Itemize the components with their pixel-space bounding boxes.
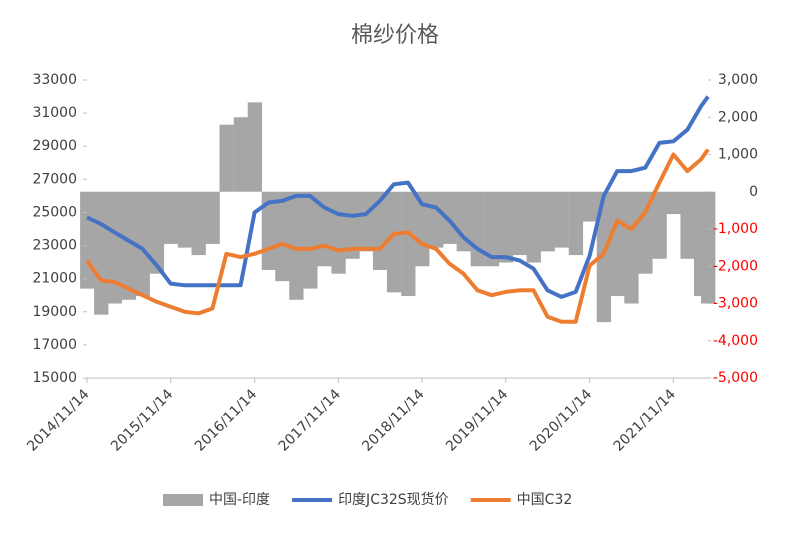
area-bar (701, 191, 716, 304)
area-bar (219, 124, 234, 192)
legend-label: 中国-印度 (209, 492, 270, 508)
area-bar (526, 191, 541, 263)
line-series (86, 95, 710, 299)
area-bar (540, 191, 555, 252)
area-bar (442, 191, 457, 244)
y2-tick-label: -3,000 (713, 296, 758, 312)
area-bar (568, 191, 584, 256)
y-tick-label: 29000 (32, 138, 77, 154)
y-tick-label: 31000 (32, 105, 77, 121)
area-bar (554, 191, 569, 248)
area-bar (233, 117, 249, 192)
y2-tick-label: -2,000 (713, 258, 758, 274)
y-tick-label: 17000 (32, 337, 77, 353)
area-bar (429, 191, 444, 248)
area-bar (596, 191, 612, 323)
y2-tick-label: 3,000 (718, 72, 758, 88)
area-bar (275, 191, 290, 282)
area-bar (80, 191, 95, 289)
legend-label: 印度JC32S现货价 (338, 491, 449, 508)
area-bar (121, 191, 136, 300)
y2-tick-label: 2,000 (718, 109, 758, 125)
y-tick-label: 27000 (32, 171, 77, 187)
area-bar (470, 191, 485, 267)
area-bar (331, 191, 346, 274)
line-series (85, 148, 710, 324)
y-tick-label: 21000 (32, 271, 77, 287)
area-bar (135, 191, 150, 297)
area-bar (149, 191, 165, 274)
area-bar (191, 191, 206, 256)
area-bar (652, 191, 667, 259)
area-bar (386, 191, 402, 293)
y-tick-label: 15000 (32, 370, 77, 386)
area-bar (94, 191, 109, 315)
area-bar (107, 191, 122, 304)
y2-tick-label: -5,000 (713, 370, 758, 386)
area-bar (484, 191, 500, 267)
y-tick-label: 25000 (32, 204, 77, 220)
y2-tick-label: -4,000 (713, 333, 758, 349)
area-bar (415, 191, 430, 267)
y-tick-label: 33000 (32, 72, 77, 88)
y2-tick-label: 1,000 (718, 147, 758, 163)
area-bar (303, 191, 318, 289)
area-bar (498, 191, 514, 263)
area-bar (247, 102, 263, 192)
chart-title: 棉纱价格 (351, 23, 439, 48)
y-tick-label: 19000 (32, 304, 77, 320)
area-bar (638, 191, 653, 274)
y-tick-label: 23000 (32, 238, 77, 254)
y2-tick-label: -1,000 (713, 221, 758, 237)
area-bar (205, 191, 220, 244)
area-bar (610, 191, 625, 297)
area-bar (512, 191, 528, 256)
area-bar (680, 191, 695, 259)
area-bar (401, 191, 416, 297)
area-bar (666, 191, 681, 215)
area-bar (289, 191, 304, 300)
area-bar (358, 191, 374, 252)
area-bar (582, 191, 598, 222)
legend-swatch (163, 494, 203, 506)
legend-label: 中国C32 (517, 492, 573, 508)
y2-tick-label: 0 (749, 184, 758, 200)
area-bar (624, 191, 639, 304)
area-bar (163, 191, 179, 244)
area-bar (177, 191, 193, 248)
area-bar (345, 191, 360, 259)
